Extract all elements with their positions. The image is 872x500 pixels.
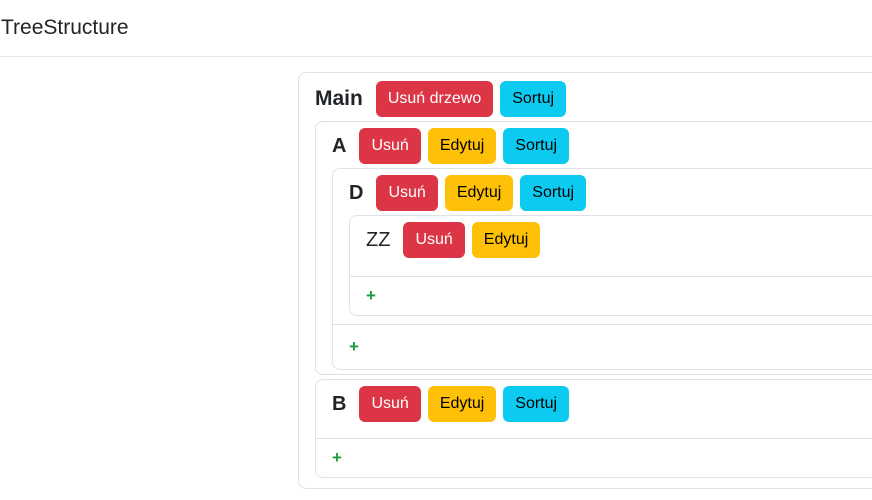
add-row-d: + — [333, 324, 872, 369]
node-label-main: Main — [315, 87, 363, 110]
edit-button-d[interactable]: Edytuj — [444, 175, 514, 211]
node-card-d: D Usuń Edytuj Sortuj ZZ Usuń Edy — [332, 168, 872, 370]
node-card-a: A Usuń Edytuj Sortuj D Usuń Edytuj Sortu… — [315, 121, 872, 375]
add-child-button-d[interactable]: + — [349, 337, 359, 356]
tree-panel: Main Usuń drzewo Sortuj A Usuń Edytuj So… — [298, 72, 872, 489]
delete-tree-button[interactable]: Usuń drzewo — [375, 81, 494, 117]
sort-button-a[interactable]: Sortuj — [503, 128, 570, 164]
node-body-zz: ZZ Usuń Edytuj — [350, 216, 872, 276]
node-body-a: A Usuń Edytuj Sortuj D Usuń Edytuj Sortu… — [316, 122, 872, 374]
brand-link[interactable]: TreeStructure — [1, 16, 129, 39]
edit-button-a[interactable]: Edytuj — [427, 128, 497, 164]
add-child-button-zz[interactable]: + — [366, 286, 376, 305]
add-child-button-b[interactable]: + — [332, 448, 342, 467]
delete-button-b[interactable]: Usuń — [359, 386, 421, 422]
node-card-b: B Usuń Edytuj Sortuj + — [315, 379, 872, 478]
delete-button-zz[interactable]: Usuń — [403, 222, 465, 258]
node-header-b: B Usuń Edytuj Sortuj — [332, 386, 872, 422]
add-row-b: + — [316, 438, 872, 477]
edit-button-b[interactable]: Edytuj — [427, 386, 497, 422]
delete-button-a[interactable]: Usuń — [359, 128, 421, 164]
node-label-a: A — [332, 134, 347, 157]
node-header-main: Main Usuń drzewo Sortuj — [315, 81, 872, 117]
sort-button-b[interactable]: Sortuj — [503, 386, 570, 422]
navbar: TreeStructure — [0, 0, 872, 57]
node-label-d: D — [349, 181, 364, 204]
edit-button-zz[interactable]: Edytuj — [471, 222, 541, 258]
node-body-d: D Usuń Edytuj Sortuj ZZ Usuń Edy — [333, 169, 872, 324]
node-card-main: Main Usuń drzewo Sortuj A Usuń Edytuj So… — [298, 72, 872, 489]
delete-button-d[interactable]: Usuń — [376, 175, 438, 211]
node-header-a: A Usuń Edytuj Sortuj — [332, 128, 872, 164]
node-label-zz: ZZ — [366, 228, 391, 251]
node-body-b: B Usuń Edytuj Sortuj — [316, 380, 872, 438]
node-label-b: B — [332, 392, 347, 415]
node-card-zz: ZZ Usuń Edytuj + — [349, 215, 872, 316]
add-row-zz: + — [350, 276, 872, 315]
sort-button-d[interactable]: Sortuj — [520, 175, 587, 211]
sort-button-main[interactable]: Sortuj — [500, 81, 567, 117]
node-header-d: D Usuń Edytuj Sortuj — [349, 175, 872, 211]
node-header-zz: ZZ Usuń Edytuj — [366, 222, 872, 258]
